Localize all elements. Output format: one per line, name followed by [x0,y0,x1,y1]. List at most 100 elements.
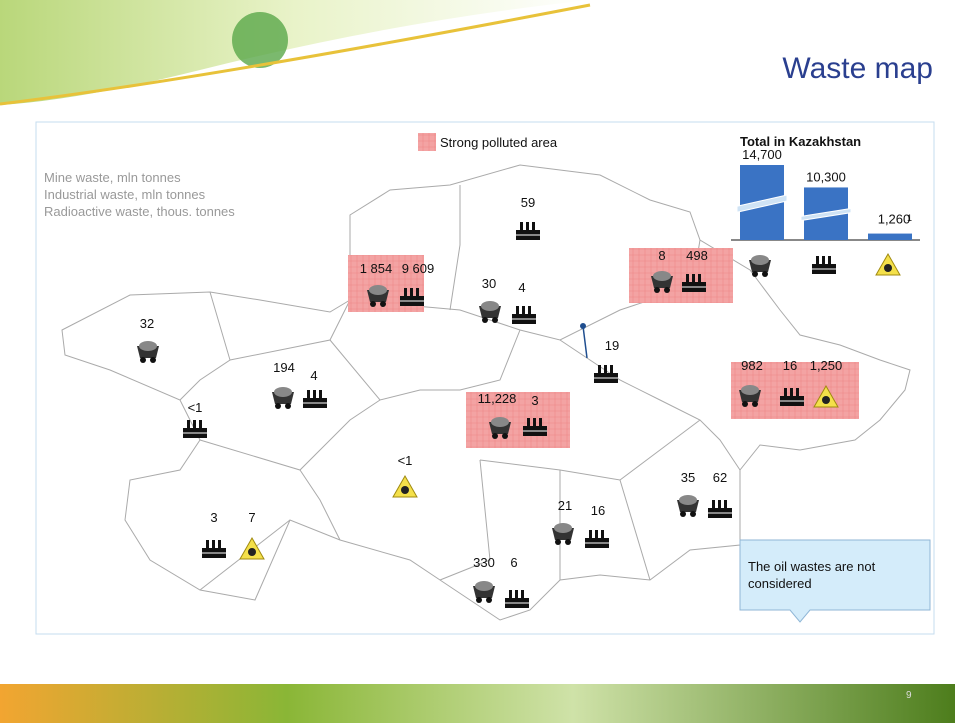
waste-value: 3 [531,393,538,408]
icon-shape [751,255,769,265]
icon-shape [492,317,498,323]
waste-value: 194 [273,360,295,375]
legend-line: Mine waste, mln tonnes [44,170,181,185]
waste-value: 1 854 [360,261,393,276]
waste-value: 16 [591,503,605,518]
icon-shape [752,401,758,407]
waste-value: <1 [398,453,413,468]
waste-value: 21 [558,498,572,513]
inset-chart: 14,70010,3001,260 [737,147,912,277]
icon-shape [475,581,493,591]
icon-shape [370,301,376,307]
rad-icon [240,538,264,559]
waste-value: 19 [605,338,619,353]
waste-value: 16 [783,358,797,373]
polluted-area [629,248,733,303]
slide: Waste map Strong polluted area Mine wast… [0,0,955,723]
icon-shape [183,420,207,438]
icon-shape [491,417,509,427]
legend-swatch [418,133,436,151]
polluted-areas [348,248,859,448]
icon-shape [481,301,499,311]
icon-shape [679,495,697,505]
inset-value-label: 10,300 [806,169,846,184]
icon-shape [275,403,281,409]
factory-icon [708,500,732,518]
factory-icon [303,390,327,408]
waste-value: 498 [686,248,708,263]
legend-line: Industrial waste, mln tonnes [44,187,206,202]
icon-shape [140,357,146,363]
icon-shape [812,256,836,274]
mine-icon [749,255,771,277]
factory-icon [516,222,540,240]
page-number: 9 [906,690,912,701]
factory-icon [512,306,536,324]
footnote-mark: 1 [907,213,912,223]
waste-value: 9 609 [402,261,435,276]
icon-shape [654,287,660,293]
waste-value: 32 [140,316,154,331]
waste-value: 8 [658,248,665,263]
factory-icon [812,256,836,274]
icon-shape [139,341,157,351]
icon-shape [482,317,488,323]
icon-shape [401,486,409,494]
mine-icon [272,387,294,409]
icon-shape [664,287,670,293]
icon-shape [150,357,156,363]
banner [0,0,590,105]
mine-icon [552,523,574,545]
note: The oil wastes are not considered [748,558,923,603]
footer [0,684,955,723]
inset-bar [868,234,912,240]
icon-shape [708,500,732,518]
icon-shape [285,403,291,409]
inset-value-label: 1,260 [878,212,911,227]
legend-label: Strong polluted area [440,135,558,150]
factory-icon [202,540,226,558]
legend-line: Radioactive waste, thous. tonnes [44,204,235,219]
icon-shape [502,433,508,439]
waste-value: 1,250 [810,358,843,373]
waste-value: 59 [521,195,535,210]
waste-value: <1 [188,400,203,415]
icon-shape [585,530,609,548]
icon-shape [565,539,571,545]
icon-shape [680,511,686,517]
icon-shape [555,539,561,545]
icon-shape [653,271,671,281]
icon-shape [690,511,696,517]
factory-icon [505,590,529,608]
icon-shape [248,548,256,556]
icon-shape [303,390,327,408]
icon-shape [202,540,226,558]
waste-value: 4 [518,280,525,295]
icon-shape [512,306,536,324]
globe [232,12,288,68]
icon-shape [884,264,892,272]
pointer [583,326,587,358]
factory-icon [183,420,207,438]
icon-shape [822,396,830,404]
icon-shape [752,271,758,277]
rad-icon [393,476,417,497]
rad-icon [876,254,900,275]
waste-value: 982 [741,358,763,373]
waste-value: 30 [482,276,496,291]
icon-shape [554,523,572,533]
mine-icon [137,341,159,363]
icon-shape [742,401,748,407]
icon-shape [274,387,292,397]
icon-shape [741,385,759,395]
icon-shape [505,590,529,608]
icon-shape [762,271,768,277]
icon-shape [492,433,498,439]
waste-value: 62 [713,470,727,485]
mine-icon [473,581,495,603]
waste-value: 3 [210,510,217,525]
mine-icon [677,495,699,517]
waste-value: 330 [473,555,495,570]
icon-shape [380,301,386,307]
note-text: The oil wastes are not considered [748,558,923,592]
